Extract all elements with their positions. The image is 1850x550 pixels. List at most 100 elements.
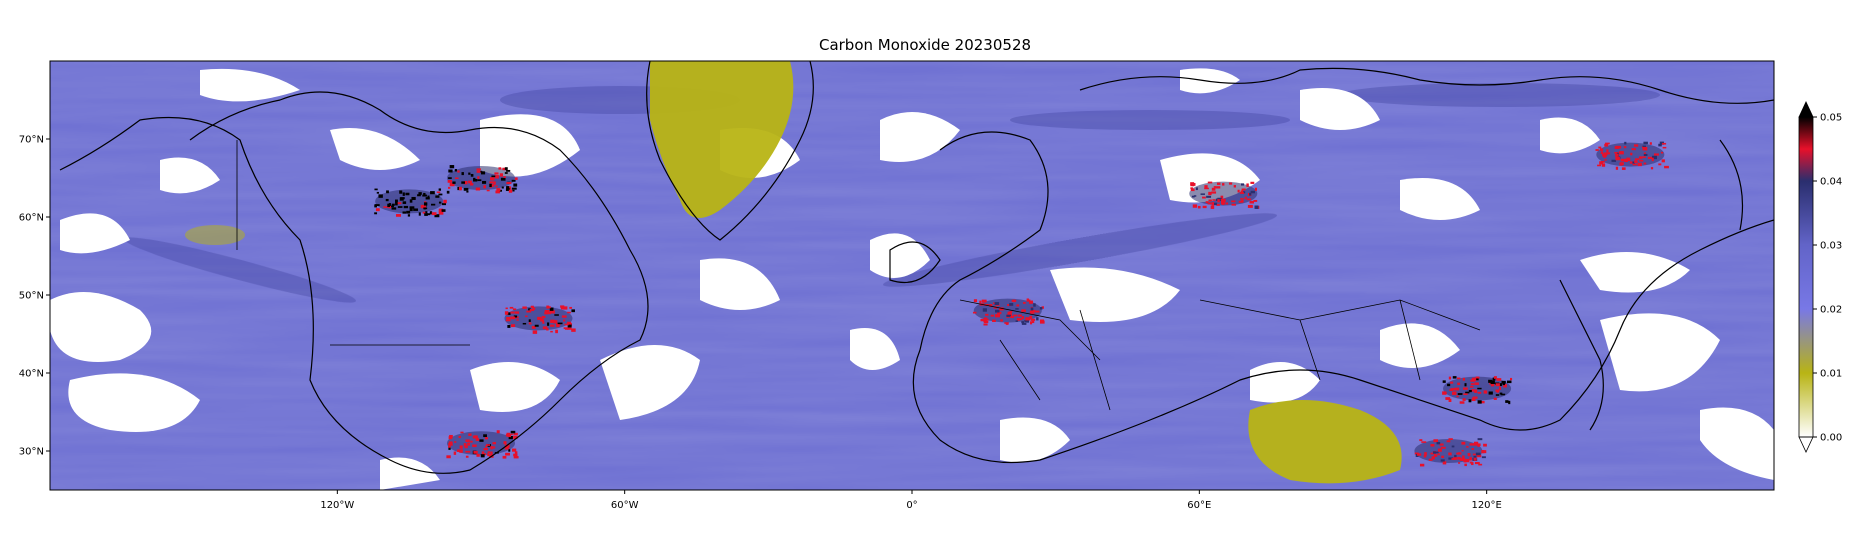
co-plume-pixel [1029,310,1035,314]
co-plume-pixel [1604,159,1607,161]
co-plume-pixel [1216,182,1221,185]
co-plume-pixel [477,179,482,182]
co-plume-pixel [550,319,555,323]
co-plume-pixel [1035,310,1040,313]
co-plume-pixel [1615,145,1621,149]
co-plume-pixel [1024,319,1030,323]
co-plume-pixel [413,208,419,211]
co-plume-pixel [507,312,511,315]
co-plume-pixel [1465,391,1470,394]
co-plume-pixel [495,175,499,179]
co-plume-pixel [483,434,487,438]
co-plume-pixel [1241,183,1245,186]
co-plume-pixel [1659,141,1664,145]
co-plume-pixel [1634,160,1638,163]
co-plume-pixel [1661,159,1665,163]
co-plume-pixel [531,325,536,329]
co-plume-pixel [1416,453,1422,456]
co-plume-pixel [1190,184,1195,187]
co-plume-pixel [547,322,550,326]
co-plume-pixel [1614,151,1619,154]
co-plume-pixel [1013,314,1018,317]
co-plume-pixel [1231,200,1236,203]
lon-tick-label: 60°W [611,500,639,511]
co-plume-pixel [1207,202,1212,205]
co-plume-pixel [1642,145,1646,148]
co-plume-pixel [1439,443,1444,446]
co-plume-pixel [1191,195,1195,198]
co-plume-pixel [1436,441,1441,445]
co-plume-pixel [1619,162,1623,166]
co-plume-pixel [503,441,507,445]
co-plume-pixel [479,439,484,442]
co-plume-pixel [1477,387,1482,390]
co-plume-pixel [1233,185,1236,188]
co-plume-pixel [441,203,447,206]
co-plume-pixel [990,314,995,317]
co-plume-pixel [1456,377,1461,380]
co-plume-pixel [465,439,470,442]
co-plume-pixel [463,443,467,447]
co-plume-pixel [487,453,490,457]
co-plume-pixel [1478,463,1483,466]
co-plume-pixel [504,167,508,170]
co-plume-pixel [1649,142,1652,145]
co-plume-pixel [1241,200,1244,203]
co-plume-pixel [1247,198,1252,201]
co-plume-pixel [1433,451,1436,454]
co-plume-pixel [504,311,509,315]
lat-tick-label: 30°N [19,447,44,458]
colorbar-extend-max [1798,101,1814,118]
co-plume-pixel [1603,152,1609,155]
co-plume-pixel [1454,454,1457,458]
co-plume-pixel [1220,198,1225,201]
co-plume-pixel [418,192,422,195]
co-plume-pixel [1440,446,1446,449]
co-plume-pixel [557,322,563,325]
co-plume-pixel [1476,378,1479,381]
coastlines [59,61,1774,474]
co-plume-pixel [1500,393,1506,396]
co-plume-pixel [438,208,444,211]
co-plume-pixel [448,177,452,179]
co-plume-pixel [458,435,461,439]
co-plume-pixel [994,309,1000,313]
co-plume-pixel [489,181,494,184]
co-plume-pixel [423,192,426,196]
co-plume-pixel [1414,452,1419,455]
co-plume-pixel [1448,398,1452,402]
co-plume-pixel [378,194,383,198]
co-plume-pixel [1501,380,1506,384]
co-plume-pixel [507,325,511,328]
co-plume-pixel [1441,455,1444,458]
co-plume [446,165,518,194]
co-plume-pixel [1643,162,1647,165]
co-plume-pixel [1510,377,1513,381]
colorbar: 0.00 0.01 0.02 0.03 0.04 0.05 [1798,101,1842,453]
co-plume-pixel [1447,383,1451,387]
co-plume-pixel [1200,193,1205,195]
co-plume-pixel [1658,143,1662,147]
co-plume-pixel [563,319,566,322]
co-plume-pixel [509,433,513,436]
co-plume-pixel [1225,202,1229,205]
co-plume-pixel [1479,400,1485,404]
co-plume-pixel [438,201,442,204]
high-co-plumes [374,141,1669,467]
co-plume-pixel [554,314,559,316]
co-plume-pixel [1015,308,1019,310]
co-plume-pixel [386,190,389,194]
co-plume-pixel [1493,376,1497,379]
co-plume-pixel [467,442,470,446]
co-plume-pixel [998,307,1004,311]
co-plume-pixel [1477,391,1482,394]
co-plume-pixel [1462,387,1468,390]
co-plume-pixel [388,205,392,209]
co-plume-pixel [1468,389,1472,393]
co-plume-pixel [423,202,428,206]
co-plume-pixel [1631,148,1636,151]
co-plume-pixel [1204,187,1209,190]
co-plume-pixel [516,456,519,459]
co-plume-pixel [1498,386,1502,390]
co-plume-pixel [1606,149,1609,153]
